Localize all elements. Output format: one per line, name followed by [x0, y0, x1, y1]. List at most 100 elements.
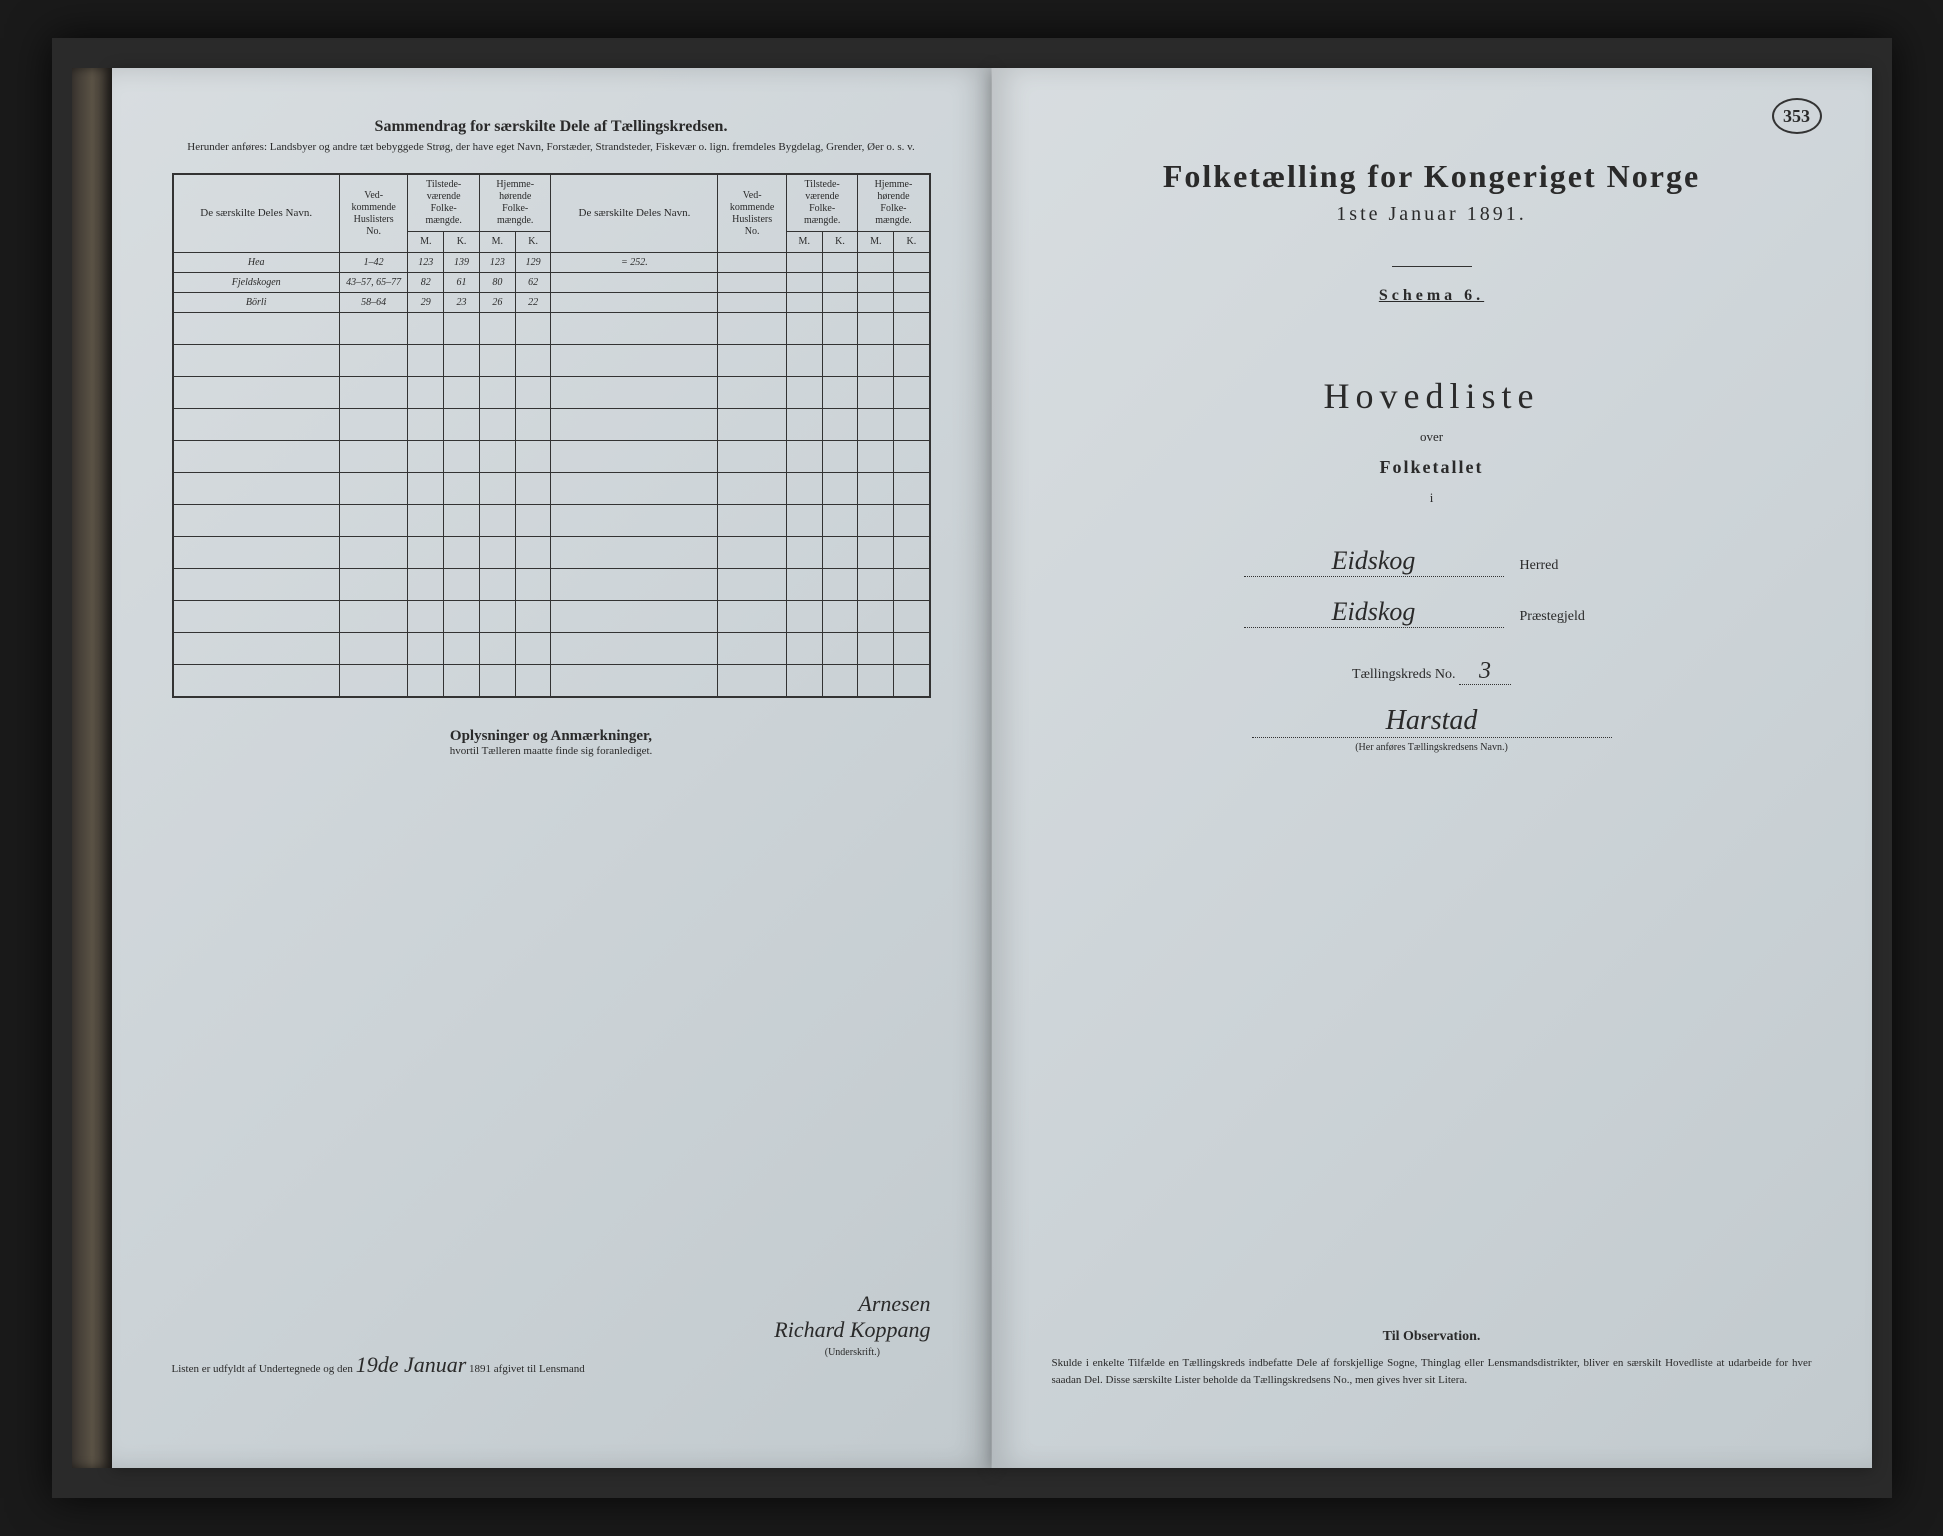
empty-cell	[718, 505, 786, 537]
empty-cell	[173, 569, 340, 601]
praestegjeld-blank: Eidskog	[1244, 597, 1504, 628]
row-empty	[786, 293, 822, 313]
empty-cell	[444, 505, 480, 537]
col-k4: K.	[894, 232, 930, 253]
row-empty	[822, 293, 858, 313]
empty-cell	[858, 473, 894, 505]
empty-cell	[822, 345, 858, 377]
empty-cell	[718, 601, 786, 633]
empty-cell	[479, 601, 515, 633]
empty-cell	[444, 441, 480, 473]
empty-cell	[173, 409, 340, 441]
row-tm: 82	[408, 273, 444, 293]
col-name-2: De særskilte Deles Navn.	[551, 174, 718, 253]
row-note: = 252.	[551, 253, 718, 273]
empty-cell	[858, 313, 894, 345]
empty-cell	[786, 377, 822, 409]
empty-cell	[786, 409, 822, 441]
empty-cell	[858, 409, 894, 441]
empty-cell	[822, 377, 858, 409]
col-tilstede-2: Tilstede-værende Folke-mængde.	[786, 174, 858, 232]
empty-cell	[786, 473, 822, 505]
col-hjemme-2: Hjemme-hørende Folke-mængde.	[858, 174, 930, 232]
folketallet-label: Folketallet	[1052, 457, 1812, 478]
empty-cell	[408, 601, 444, 633]
empty-cell	[822, 569, 858, 601]
empty-cell	[858, 569, 894, 601]
empty-cell	[894, 377, 930, 409]
empty-cell	[515, 345, 551, 377]
table-row: Börli58–6429232622	[173, 293, 930, 313]
empty-cell	[894, 345, 930, 377]
table-row-empty	[173, 665, 930, 697]
col-k3: K.	[822, 232, 858, 253]
herred-blank: Eidskog	[1244, 546, 1504, 577]
empty-cell	[339, 601, 407, 633]
empty-cell	[551, 473, 718, 505]
table-row-empty	[173, 633, 930, 665]
row-hm: 123	[479, 253, 515, 273]
table-row-empty	[173, 409, 930, 441]
empty-cell	[551, 665, 718, 697]
empty-cell	[173, 377, 340, 409]
summary-table: De særskilte Deles Navn. Ved-kommende Hu…	[172, 173, 931, 698]
empty-cell	[339, 665, 407, 697]
row-name: Hea	[173, 253, 340, 273]
empty-cell	[786, 537, 822, 569]
table-row-empty	[173, 505, 930, 537]
row-empty	[894, 273, 930, 293]
empty-cell	[408, 345, 444, 377]
empty-cell	[858, 537, 894, 569]
empty-cell	[718, 313, 786, 345]
book-binding	[72, 68, 112, 1468]
empty-cell	[444, 377, 480, 409]
table-row-empty	[173, 601, 930, 633]
empty-cell	[858, 345, 894, 377]
empty-cell	[822, 665, 858, 697]
empty-cell	[894, 313, 930, 345]
row-tk: 61	[444, 273, 480, 293]
row-tk: 23	[444, 293, 480, 313]
row-note	[551, 293, 718, 313]
table-row-empty	[173, 377, 930, 409]
col-m4: M.	[858, 232, 894, 253]
table-body: Hea1–42123139123129= 252.Fjeldskogen43–5…	[173, 253, 930, 697]
empty-cell	[515, 313, 551, 345]
empty-cell	[479, 377, 515, 409]
row-note	[551, 273, 718, 293]
table-row-empty	[173, 569, 930, 601]
empty-cell	[718, 537, 786, 569]
empty-cell	[894, 409, 930, 441]
empty-cell	[173, 345, 340, 377]
empty-cell	[479, 409, 515, 441]
empty-cell	[894, 665, 930, 697]
empty-cell	[173, 665, 340, 697]
row-empty	[894, 253, 930, 273]
empty-cell	[339, 505, 407, 537]
empty-cell	[173, 633, 340, 665]
empty-cell	[551, 537, 718, 569]
empty-cell	[786, 313, 822, 345]
book-spread: Sammendrag for særskilte Dele af Tælling…	[52, 38, 1892, 1498]
empty-cell	[894, 569, 930, 601]
empty-cell	[408, 409, 444, 441]
row-tm: 29	[408, 293, 444, 313]
empty-cell	[408, 505, 444, 537]
empty-cell	[894, 441, 930, 473]
empty-cell	[718, 665, 786, 697]
empty-cell	[339, 441, 407, 473]
empty-cell	[444, 409, 480, 441]
empty-cell	[858, 441, 894, 473]
empty-cell	[858, 601, 894, 633]
empty-cell	[515, 441, 551, 473]
right-page: 353 Folketælling for Kongeriget Norge 1s…	[992, 68, 1872, 1468]
row-empty	[718, 273, 786, 293]
observation-text: Skulde i enkelte Tilfælde en Tællingskre…	[1052, 1355, 1812, 1388]
col-k1: K.	[444, 232, 480, 253]
empty-cell	[444, 601, 480, 633]
empty-cell	[551, 569, 718, 601]
table-header: De særskilte Deles Navn. Ved-kommende Hu…	[173, 174, 930, 253]
empty-cell	[444, 665, 480, 697]
table-row-empty	[173, 313, 930, 345]
row-empty	[822, 273, 858, 293]
